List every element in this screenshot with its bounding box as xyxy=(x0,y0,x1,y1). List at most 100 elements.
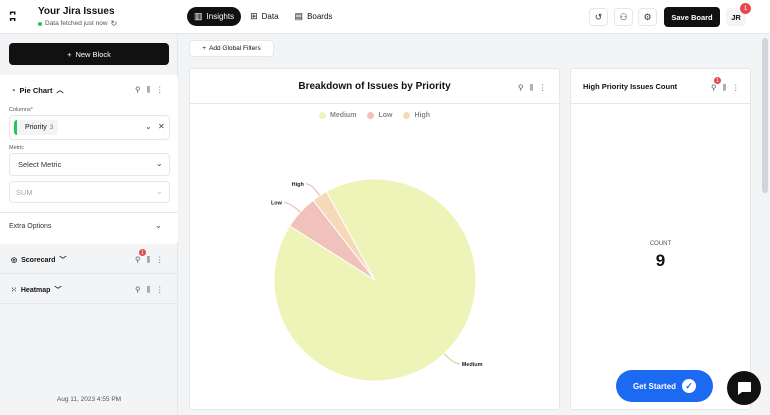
chip-label: Priority xyxy=(25,124,47,131)
chip-count: 3 xyxy=(49,124,54,131)
pie-chart-panel: Breakdown of Issues by Priority ⚲ ⫼ ⋮ Me… xyxy=(189,68,560,410)
count-panel-title: High Priority Issues Count xyxy=(583,82,678,91)
chevron-down-icon: ⌄ xyxy=(156,159,163,168)
columns-icon[interactable]: ⫼ xyxy=(529,83,533,92)
heatmap-header: ⁙ Heatmap ﹀ xyxy=(11,285,61,295)
extra-options-toggle[interactable]: Extra Options xyxy=(9,223,51,230)
legend-item-medium[interactable]: Medium xyxy=(318,112,357,119)
filter-icon[interactable]: ⚲ xyxy=(518,83,524,92)
chart-title: Breakdown of Issues by Priority xyxy=(298,81,451,92)
legend-item-low[interactable]: Low xyxy=(367,112,392,119)
chat-bubble-icon xyxy=(738,382,751,395)
notification-badge: 1 xyxy=(740,3,751,14)
settings-icon[interactable]: ⚙ xyxy=(638,8,657,26)
chevron-down-icon[interactable]: ⌄ xyxy=(145,122,152,131)
more-icon[interactable]: ⋮ xyxy=(155,285,164,294)
chevron-down-icon: ⌄ xyxy=(156,187,163,196)
slice-label-high: High xyxy=(292,182,305,188)
count-value: 9 xyxy=(655,251,666,270)
status-dot-icon xyxy=(38,21,42,26)
app-logo-icon[interactable]: ʭ xyxy=(9,9,17,24)
app-title: Your Jira Issues xyxy=(38,6,115,17)
table-icon: ⊞ xyxy=(250,11,258,21)
plus-icon: + xyxy=(67,49,72,59)
board-icon: ▤ xyxy=(294,11,304,21)
pie-panel-header: Breakdown of Issues by Priority ⚲ ⫼ ⋮ xyxy=(190,69,559,104)
filter-icon[interactable]: ⚲ xyxy=(135,285,141,294)
filter-icon[interactable]: ⚲ xyxy=(135,255,141,264)
tab-data[interactable]: ⊞ Data xyxy=(243,7,285,26)
tab-label: Data xyxy=(261,12,279,21)
page-scrollbar[interactable] xyxy=(762,38,768,193)
columns-label-text: Columns xyxy=(9,107,31,113)
bar-chart-icon: ▥ xyxy=(194,11,203,21)
legend-swatch xyxy=(367,112,375,119)
count-panel-actions: ⚲ ⫼ ⋮ xyxy=(711,83,739,93)
columns-icon[interactable]: ⫼ xyxy=(146,255,150,264)
slice-label-medium: Medium xyxy=(462,362,483,368)
required-marker: * xyxy=(30,107,33,113)
chevron-down-icon: ﹀ xyxy=(54,287,62,294)
pie-panel-actions: ⚲ ⫼ ⋮ xyxy=(518,83,546,93)
scorecard-label: Scorecard xyxy=(21,256,56,264)
scorecard-block[interactable]: ◎ Scorecard ﹀ ⚲ ⫼ ⋮ 1 xyxy=(0,244,178,274)
add-global-filters-button[interactable]: + Add Global Filters xyxy=(189,40,274,57)
columns-icon[interactable]: ⫼ xyxy=(146,85,150,94)
count-panel-header: High Priority Issues Count ⚲ ⫼ ⋮ 1 xyxy=(571,69,750,104)
metric-select[interactable]: Select Metric ⌄ xyxy=(9,153,170,176)
columns-label: Columns* xyxy=(9,107,33,113)
data-status: Data fetched just now ↻ xyxy=(38,19,117,28)
scorecard-icon: ◎ xyxy=(11,257,18,264)
more-icon[interactable]: ⋮ xyxy=(155,85,164,94)
chevron-down-icon: ﹀ xyxy=(59,257,67,264)
refresh-icon[interactable]: ↻ xyxy=(110,19,118,28)
legend-swatch xyxy=(403,112,411,119)
add-user-icon[interactable]: ⚇ xyxy=(614,8,633,26)
columns-icon[interactable]: ⫼ xyxy=(722,83,726,92)
pie-block-header[interactable]: ◔ Pie Chart ︿ xyxy=(11,85,63,95)
extra-options-label: Extra Options xyxy=(9,223,52,230)
columns-field[interactable]: Priority 3 ⌄ ✕ xyxy=(9,115,170,140)
new-block-label: New Block xyxy=(75,49,111,59)
status-text: Data fetched just now xyxy=(45,20,108,27)
count-label: COUNT xyxy=(649,241,672,247)
legend-label: Medium xyxy=(329,112,357,119)
leader-line xyxy=(443,353,460,365)
chevron-down-icon[interactable]: ⌄ xyxy=(155,221,162,230)
filter-icon[interactable]: ⚲ xyxy=(711,83,717,92)
top-bar: ʭ Your Jira Issues Data fetched just now… xyxy=(0,0,770,34)
heatmap-label: Heatmap xyxy=(20,286,51,294)
leader-line xyxy=(305,183,320,196)
leader-line xyxy=(283,202,301,213)
save-board-button[interactable]: Save Board xyxy=(664,7,720,27)
new-block-button[interactable]: + New Block xyxy=(9,43,169,65)
metric-label: Metric xyxy=(9,145,24,151)
chat-button[interactable] xyxy=(727,371,761,405)
heatmap-icon: ⁙ xyxy=(11,287,17,294)
history-icon[interactable]: ↺ xyxy=(589,8,608,26)
columns-icon[interactable]: ⫼ xyxy=(146,285,150,294)
more-icon[interactable]: ⋮ xyxy=(731,83,740,92)
heatmap-block[interactable]: ⁙ Heatmap ﹀ ⚲ ⫼ ⋮ xyxy=(0,274,178,304)
pie-block-title: Pie Chart xyxy=(19,85,53,95)
filter-icon[interactable]: ⚲ xyxy=(135,85,141,94)
pie-chart-block: ◔ Pie Chart ︿ ⚲ ⫼ ⋮ Columns* Priority 3 … xyxy=(0,75,178,244)
column-chip-priority[interactable]: Priority 3 xyxy=(14,120,59,135)
tab-insights[interactable]: ▥ Insights xyxy=(187,7,242,26)
scorecard-badge: 1 xyxy=(139,249,146,256)
more-icon[interactable]: ⋮ xyxy=(155,255,164,264)
more-icon[interactable]: ⋮ xyxy=(538,83,547,92)
metric-placeholder: Select Metric xyxy=(18,160,62,169)
last-updated-date: Aug 11, 2023 4:55 PM xyxy=(56,396,122,403)
plus-icon: + xyxy=(202,45,207,52)
tab-boards[interactable]: ▤ Boards xyxy=(288,7,340,26)
legend-label: High xyxy=(414,112,430,119)
legend-swatch xyxy=(318,112,326,119)
aggregation-select[interactable]: SUM ⌄ xyxy=(9,181,170,203)
get-started-button[interactable]: Get Started ✓ xyxy=(616,370,713,402)
close-icon[interactable]: ✕ xyxy=(158,122,165,131)
legend-item-high[interactable]: High xyxy=(403,112,430,119)
legend-label: Low xyxy=(378,112,393,119)
chart-legend: Medium Low High xyxy=(190,112,559,119)
scorecard-header: ◎ Scorecard ﹀ xyxy=(11,255,66,265)
